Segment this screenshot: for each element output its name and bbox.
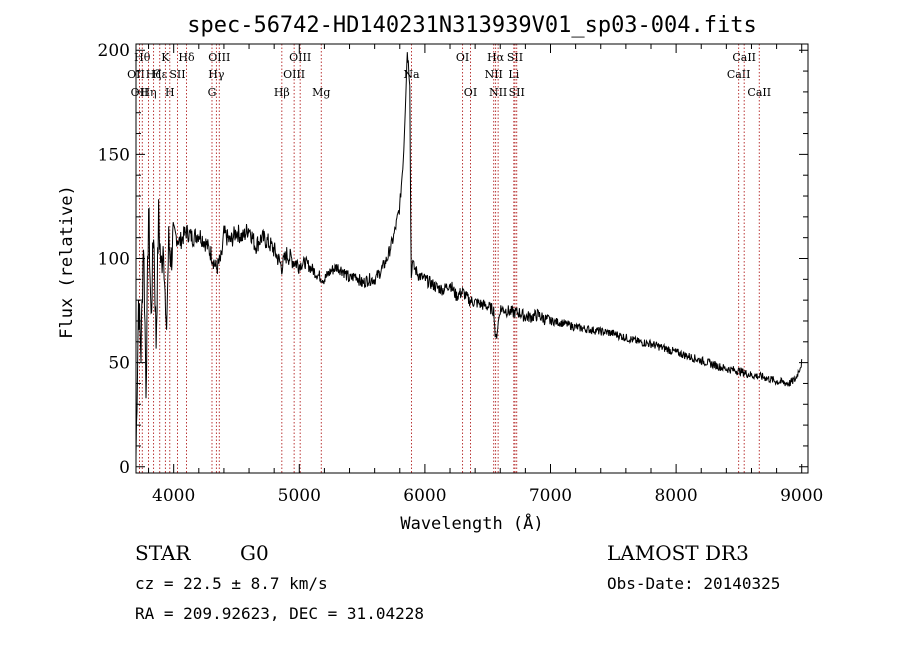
annotation-label: CaII [727, 68, 751, 81]
annotation-label: SII [507, 51, 523, 64]
coordinates: RA = 209.92623, DEC = 31.04228 [135, 604, 424, 623]
x-tick-label: 7000 [529, 486, 572, 506]
y-tick-label: 200 [98, 41, 130, 61]
annotation-label: SII [169, 68, 185, 81]
annotation-label: Hθ [134, 51, 151, 64]
annotation-label: OIII [208, 51, 230, 64]
y-tick-label: 100 [98, 250, 130, 270]
y-tick-label: 50 [108, 354, 130, 374]
object-class: STAR [135, 541, 191, 565]
annotation-label: NII [489, 86, 507, 99]
x-tick-label: 9000 [780, 486, 823, 506]
annotation-label: OII [131, 86, 149, 99]
plot-frame [135, 43, 809, 474]
object-subclass: G0 [240, 541, 269, 565]
x-tick-label: 8000 [654, 486, 697, 506]
redshift-readout: cz = 22.5 ± 8.7 km/s [135, 574, 328, 593]
annotation-label: Mg [312, 86, 330, 99]
annotation-label: Hζ [146, 68, 162, 81]
annotation-label: Hα [487, 51, 505, 64]
x-tick-label: 4000 [152, 486, 195, 506]
x-tick-label: 6000 [403, 486, 446, 506]
annotation-label: OIII [283, 68, 305, 81]
annotation-label: H [165, 86, 175, 99]
annotation-label: Na [403, 68, 420, 81]
annotation-label: K [161, 51, 170, 64]
annotation-label: Hβ [274, 86, 290, 99]
annotation-label: G [208, 86, 217, 99]
obs-date: Obs-Date: 20140325 [607, 574, 780, 593]
annotation-label: Li [508, 68, 519, 81]
y-axis-label: Flux (relative) [57, 185, 77, 339]
y-tick-label: 0 [119, 458, 130, 478]
annotation-label: OIII [289, 51, 311, 64]
annotation-label: Hδ [178, 51, 195, 64]
x-tick-label: 5000 [278, 486, 321, 506]
spectrum-line [135, 52, 803, 457]
annotation-label: CaII [747, 86, 771, 99]
annotation-label: OI [464, 86, 477, 99]
annotation-label: Hγ [208, 68, 225, 81]
annotation-label: Hε [152, 68, 168, 81]
annotation-label: SII [509, 86, 525, 99]
annotation-label: CaII [732, 51, 756, 64]
annotation-label: NII [485, 68, 503, 81]
line-annotations: OIIOIIHθHηHζHεKHSIIHδGHγOIIIHβOIIIOIIIMg… [127, 44, 771, 473]
series-layer [135, 52, 803, 457]
annotation-label: Hη [140, 86, 156, 99]
annotation-label: OI [456, 51, 469, 64]
x-axis-label: Wavelength (Å) [400, 512, 543, 534]
y-tick-label: 150 [98, 145, 130, 165]
survey-name: LAMOST DR3 [607, 541, 749, 565]
chart-title: spec-56742-HD140231N313939V01_sp03-004.f… [187, 13, 757, 38]
axes: 4000 5000 6000 7000 8000 9000 0 50 100 150 200 [98, 41, 824, 506]
